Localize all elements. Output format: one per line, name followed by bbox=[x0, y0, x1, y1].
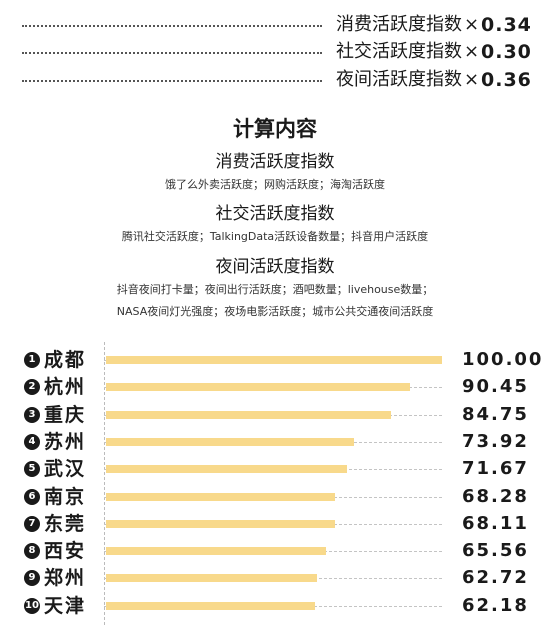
city-label: 重庆 bbox=[44, 403, 87, 426]
bar-2 bbox=[106, 383, 410, 392]
rank-badge: 6 bbox=[24, 488, 40, 505]
weight-value: 0.34 bbox=[481, 14, 532, 36]
calc-title: 计算内容 bbox=[233, 117, 317, 141]
multiply-sign: × bbox=[464, 14, 480, 35]
city-label: 南京 bbox=[44, 485, 87, 508]
weight-value: 0.30 bbox=[481, 41, 532, 63]
section-title: 社交活跃度指数 bbox=[215, 204, 335, 224]
section-description: 腾讯社交活跃度；TalkingData活跃设备数量；抖音用户活跃度 bbox=[121, 230, 429, 243]
value-label: 84.75 bbox=[462, 403, 529, 425]
section-title: 消费活跃度指数 bbox=[215, 152, 335, 172]
value-label: 62.72 bbox=[462, 567, 529, 589]
city-label: 郑州 bbox=[44, 567, 87, 590]
section-description: 饿了么外卖活跃度；网购活跃度；海淘活跃度 bbox=[165, 178, 385, 191]
city-label: 西安 bbox=[44, 540, 87, 563]
section-description: NASA夜间灯光强度；夜场电影活跃度；城市公共交通夜间活跃度 bbox=[116, 305, 434, 318]
bar-5 bbox=[106, 465, 347, 474]
value-label: 71.67 bbox=[462, 458, 529, 480]
value-label: 65.56 bbox=[462, 540, 529, 562]
chart-axis-line bbox=[104, 342, 105, 625]
city-label: 武汉 bbox=[44, 458, 87, 481]
rank-badge: 4 bbox=[24, 433, 40, 450]
weight-value: 0.36 bbox=[481, 69, 532, 91]
rank-badge: 1 bbox=[24, 352, 40, 368]
rank-badge: 5 bbox=[24, 461, 40, 478]
bar-3 bbox=[106, 410, 391, 419]
rank-badge: 8 bbox=[24, 543, 40, 560]
weight-row: 社交活跃度指数 × 0.30 bbox=[0, 39, 550, 65]
weight-label: 社交活跃度指数 bbox=[336, 41, 462, 62]
city-label: 苏州 bbox=[44, 430, 87, 453]
bar-1 bbox=[106, 356, 442, 364]
bar-6 bbox=[106, 492, 336, 501]
value-label: 68.28 bbox=[462, 485, 529, 507]
city-label: 天津 bbox=[44, 594, 87, 617]
weight-row: 夜间活跃度指数 × 0.36 bbox=[0, 67, 550, 93]
bar-4 bbox=[106, 437, 355, 446]
weight-row: 消费活跃度指数 × 0.34 bbox=[0, 12, 550, 38]
weight-label: 夜间活跃度指数 bbox=[336, 69, 462, 90]
dotted-leader bbox=[22, 52, 322, 54]
multiply-sign: × bbox=[464, 41, 480, 62]
value-label: 90.45 bbox=[462, 376, 529, 398]
multiply-sign: × bbox=[464, 69, 480, 90]
rank-badge: 10 bbox=[24, 597, 40, 614]
value-label: 100.00 bbox=[462, 349, 544, 370]
section-description: 抖音夜间打卡量；夜间出行活跃度；酒吧数量；livehouse数量； bbox=[116, 283, 434, 296]
rank-badge: 2 bbox=[24, 379, 40, 396]
section-title: 夜间活跃度指数 bbox=[215, 257, 335, 277]
value-label: 68.11 bbox=[462, 512, 529, 534]
bar-7 bbox=[106, 519, 335, 528]
dotted-leader bbox=[22, 80, 322, 82]
value-label: 73.92 bbox=[462, 430, 529, 452]
dotted-leader bbox=[22, 25, 322, 27]
weight-label: 消费活跃度指数 bbox=[336, 14, 462, 35]
city-label: 杭州 bbox=[44, 376, 87, 399]
bar-10 bbox=[106, 601, 315, 610]
bar-8 bbox=[106, 547, 327, 556]
rank-badge: 9 bbox=[24, 570, 40, 587]
rank-badge: 3 bbox=[24, 406, 40, 423]
value-label: 62.18 bbox=[462, 594, 529, 616]
bar-9 bbox=[106, 574, 317, 583]
rank-badge: 7 bbox=[24, 515, 40, 532]
city-label: 成都 bbox=[44, 349, 87, 371]
city-label: 东莞 bbox=[44, 512, 87, 535]
